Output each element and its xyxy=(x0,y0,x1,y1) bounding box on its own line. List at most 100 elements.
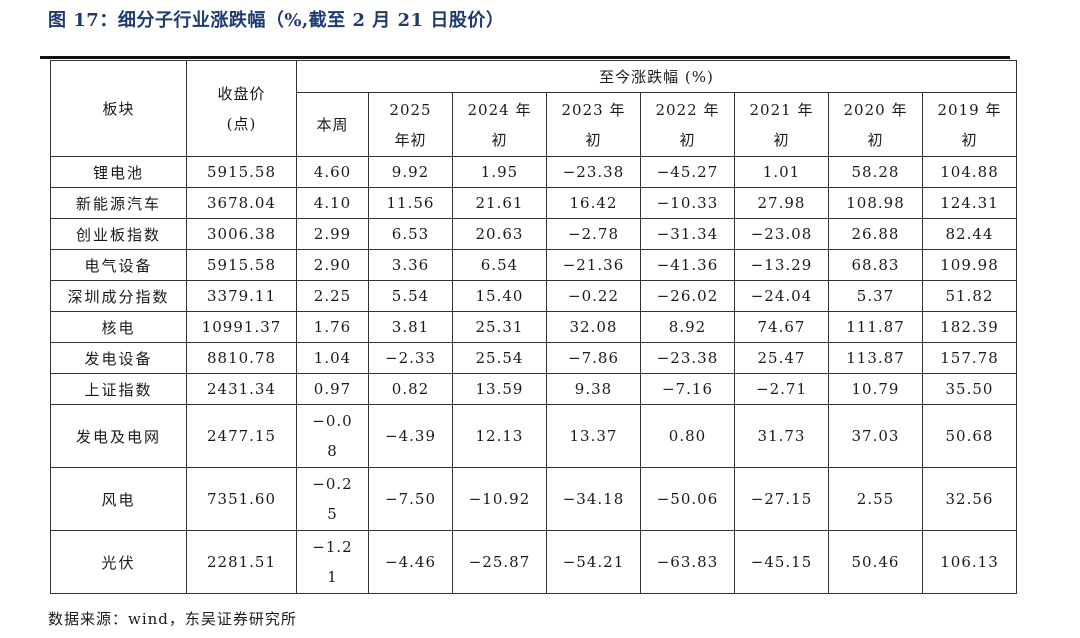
table-row: 风电 7351.60 −0.2 5 −7.50 −10.92 −34.18 −50.06 −27… xyxy=(50,467,1017,531)
period-change: 35.50 xyxy=(922,373,1017,405)
table-row: 发电及电网 2477.15 −0.0 8 −4.39 12.13 13.37 0.80 31.7… xyxy=(50,404,1017,468)
period-change: −26.02 xyxy=(640,280,735,312)
period-change: 5.54 xyxy=(368,280,453,312)
header-period: 2022 年初 xyxy=(640,92,735,157)
period-change: 113.87 xyxy=(828,342,923,374)
sector-name: 电气设备 xyxy=(50,249,187,281)
week-change: 2.25 xyxy=(296,280,369,312)
header-period: 2023 年初 xyxy=(546,92,641,157)
period-change: 32.56 xyxy=(922,467,1017,531)
period-change: −23.38 xyxy=(546,156,641,188)
table-row: 深圳成分指数 3379.11 2.25 5.54 15.40 −0.22 −26.02 −24… xyxy=(50,280,1017,312)
period-change: 74.67 xyxy=(734,311,829,343)
period-change: 0.80 xyxy=(640,404,735,468)
period-change: 10.79 xyxy=(828,373,923,405)
table-row: 发电设备 8810.78 1.04 −2.33 25.54 −7.86 −23.38 25.4… xyxy=(50,342,1017,374)
sector-name: 锂电池 xyxy=(50,156,187,188)
close-value: 2431.34 xyxy=(186,373,297,405)
period-change: 25.54 xyxy=(452,342,547,374)
period-change: 32.08 xyxy=(546,311,641,343)
period-change: 3.36 xyxy=(368,249,453,281)
period-change: 6.53 xyxy=(368,218,453,250)
header-period: 2020 年初 xyxy=(828,92,923,157)
header-sector: 板块 xyxy=(50,60,187,157)
close-value: 10991.37 xyxy=(186,311,297,343)
header-period-line2: 初 xyxy=(867,130,884,149)
close-value: 8810.78 xyxy=(186,342,297,374)
header-period-line2: 初 xyxy=(961,130,978,149)
header-close-line2: (点) xyxy=(226,114,257,133)
header-period-line1: 2019 年 xyxy=(937,100,1002,119)
period-change: 2.55 xyxy=(828,467,923,531)
header-close: 收盘价 (点) xyxy=(186,60,297,157)
period-change: −2.78 xyxy=(546,218,641,250)
period-change: −7.50 xyxy=(368,467,453,531)
sector-name: 核电 xyxy=(50,311,187,343)
header-period-line2: 年初 xyxy=(394,130,427,149)
period-change: −4.46 xyxy=(368,530,453,594)
sector-name: 发电设备 xyxy=(50,342,187,374)
close-value: 5915.58 xyxy=(186,156,297,188)
header-period-line1: 2025 xyxy=(389,100,432,119)
week-change: −0.0 8 xyxy=(296,404,369,468)
period-change: 15.40 xyxy=(452,280,547,312)
header-period-line2: 初 xyxy=(773,130,790,149)
close-value: 3006.38 xyxy=(186,218,297,250)
sector-name: 光伏 xyxy=(50,530,187,594)
header-period-line2: 初 xyxy=(585,130,602,149)
sector-name: 上证指数 xyxy=(50,373,187,405)
sector-performance-table: 板块 收盘价 (点) 至今涨跌幅 (%) 本周 2025 年初 2024 年初 202… xyxy=(50,60,1017,594)
period-change: 111.87 xyxy=(828,311,923,343)
period-change: −24.04 xyxy=(734,280,829,312)
period-change: −34.18 xyxy=(546,467,641,531)
header-period-line2: 初 xyxy=(491,130,508,149)
week-change: 4.10 xyxy=(296,187,369,219)
period-change: 11.56 xyxy=(368,187,453,219)
period-change: 0.82 xyxy=(368,373,453,405)
period-change: −54.21 xyxy=(546,530,641,594)
period-change: −13.29 xyxy=(734,249,829,281)
period-change: −2.71 xyxy=(734,373,829,405)
period-change: 58.28 xyxy=(828,156,923,188)
sector-name: 风电 xyxy=(50,467,187,531)
period-change: −63.83 xyxy=(640,530,735,594)
week-change: 1.04 xyxy=(296,342,369,374)
figure-title: 图 17：细分子行业涨跌幅（%,截至 2 月 21 日股价） xyxy=(48,10,505,31)
period-change: 9.38 xyxy=(546,373,641,405)
week-change: 2.90 xyxy=(296,249,369,281)
close-value: 5915.58 xyxy=(186,249,297,281)
period-change: −2.33 xyxy=(368,342,453,374)
close-value: 7351.60 xyxy=(186,467,297,531)
period-change: −7.16 xyxy=(640,373,735,405)
period-change: 1.95 xyxy=(452,156,547,188)
source-note: 数据来源：wind，东吴证券研究所 xyxy=(48,610,297,628)
period-change: 109.98 xyxy=(922,249,1017,281)
week-change-line: −0.2 xyxy=(312,475,353,493)
period-change: −45.15 xyxy=(734,530,829,594)
week-change-line: −0.0 xyxy=(312,412,353,430)
period-change: 3.81 xyxy=(368,311,453,343)
sector-name: 发电及电网 xyxy=(50,404,187,468)
period-change: −50.06 xyxy=(640,467,735,531)
period-change: −10.33 xyxy=(640,187,735,219)
header-period-line1: 2020 年 xyxy=(843,100,908,119)
period-change: −0.22 xyxy=(546,280,641,312)
table-row: 电气设备 5915.58 2.90 3.36 6.54 −21.36 −41.36 −13.2… xyxy=(50,249,1017,281)
table-row: 创业板指数 3006.38 2.99 6.53 20.63 −2.78 −31.34 −23.… xyxy=(50,218,1017,250)
period-change: 37.03 xyxy=(828,404,923,468)
period-change: 13.37 xyxy=(546,404,641,468)
table-row: 上证指数 2431.34 0.97 0.82 13.59 9.38 −7.16 −2.71 10… xyxy=(50,373,1017,405)
period-change: −7.86 xyxy=(546,342,641,374)
period-change: −21.36 xyxy=(546,249,641,281)
period-change: 82.44 xyxy=(922,218,1017,250)
header-period-line1: 2023 年 xyxy=(561,100,626,119)
period-change: 25.47 xyxy=(734,342,829,374)
period-change: 16.42 xyxy=(546,187,641,219)
header-period: 2019 年初 xyxy=(922,92,1017,157)
period-change: 108.98 xyxy=(828,187,923,219)
period-change: 27.98 xyxy=(734,187,829,219)
week-change-line: 5 xyxy=(327,505,338,523)
week-change-line: 8 xyxy=(327,442,338,460)
table-row: 光伏 2281.51 −1.2 1 −4.46 −25.87 −54.21 −63.83 −45… xyxy=(50,530,1017,594)
header-period-line1: 2024 年 xyxy=(467,100,532,119)
